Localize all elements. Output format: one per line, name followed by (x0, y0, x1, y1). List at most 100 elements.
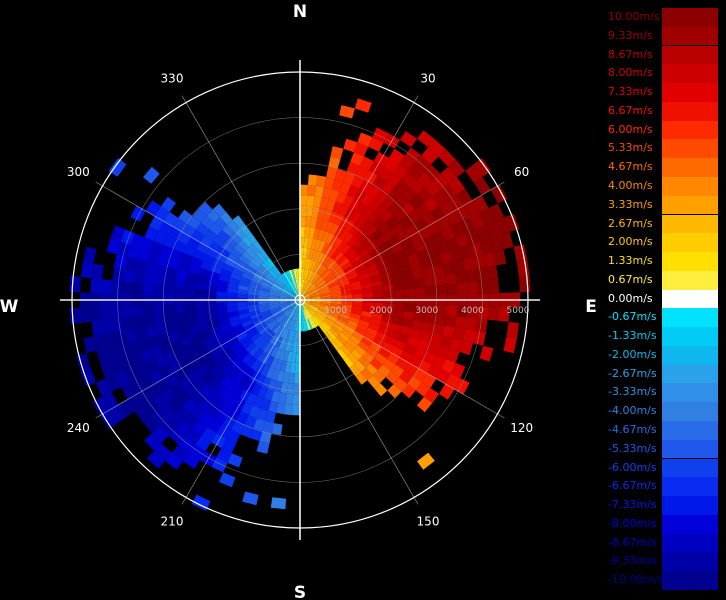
velocity-bin (309, 303, 320, 308)
velocity-bin (519, 275, 531, 293)
velocity-bin (361, 310, 373, 318)
velocity-bin (310, 301, 321, 306)
velocity-bin (349, 223, 361, 236)
velocity-bin (434, 274, 446, 286)
velocity-bin (279, 301, 290, 304)
velocity-bin (305, 308, 313, 318)
velocity-bin (294, 279, 298, 290)
velocity-bin (469, 241, 484, 257)
velocity-bin (442, 261, 455, 275)
velocity-bin (513, 244, 528, 262)
velocity-bin (241, 319, 253, 328)
velocity-bin (310, 293, 321, 298)
velocity-bin (393, 303, 405, 311)
colorbar-entry: -2.00m/s (604, 345, 722, 365)
velocity-bin (341, 304, 353, 310)
velocity-bin (219, 211, 233, 225)
velocity-bin (355, 202, 368, 216)
colorbar-label: 0.00m/s (608, 291, 653, 305)
velocity-bin (324, 274, 335, 283)
velocity-bin (232, 215, 245, 228)
velocity-bin (369, 274, 382, 283)
velocity-bin (343, 356, 354, 368)
velocity-bin (212, 331, 225, 342)
velocity-bin (426, 342, 440, 355)
velocity-bin (185, 428, 202, 445)
velocity-bin (289, 269, 295, 281)
velocity-bin (307, 184, 317, 197)
velocity-bin (195, 222, 210, 236)
velocity-bin (265, 355, 275, 368)
velocity-bin (343, 264, 355, 274)
azimuth-spoke (95, 299, 301, 419)
velocity-bin (262, 313, 273, 321)
velocity-bin (328, 189, 340, 202)
velocity-bin (207, 418, 223, 434)
velocity-bin (372, 285, 384, 293)
velocity-bin (167, 412, 184, 429)
velocity-bin (371, 312, 383, 321)
velocity-bin (221, 438, 236, 454)
velocity-bin (393, 377, 408, 392)
velocity-bin (516, 259, 530, 277)
velocity-bin (91, 263, 104, 280)
velocity-bin (278, 392, 287, 404)
velocity-bin (313, 275, 322, 285)
velocity-bin (253, 254, 264, 265)
velocity-bin (383, 302, 395, 310)
colorbar-swatch (662, 139, 718, 159)
velocity-bin (349, 280, 362, 288)
velocity-bin (209, 222, 223, 236)
velocity-bin (472, 195, 489, 213)
velocity-bin (196, 242, 210, 254)
velocity-bin (389, 267, 402, 278)
velocity-bin (422, 235, 437, 249)
velocity-bin (270, 306, 281, 312)
velocity-bin (363, 258, 376, 268)
velocity-bin (305, 248, 311, 259)
colorbar-label: 3.33m/s (608, 197, 653, 211)
velocity-bin (329, 223, 340, 236)
velocity-bin (195, 289, 207, 297)
velocity-bin (302, 320, 307, 332)
velocity-bin (215, 252, 228, 264)
velocity-bin (347, 235, 359, 248)
velocity-bin (191, 229, 205, 243)
colorbar-entry: 1.33m/s (604, 252, 722, 271)
velocity-bin (399, 216, 413, 230)
velocity-bin (295, 352, 300, 363)
velocity-bin (380, 209, 394, 223)
velocity-bin (462, 329, 476, 344)
velocity-bin (227, 306, 238, 313)
velocity-bin (234, 263, 246, 273)
velocity-bin (220, 322, 232, 332)
velocity-bin (205, 390, 220, 405)
range-ring-label: 4000 (461, 306, 484, 316)
velocity-bin (200, 329, 213, 340)
velocity-bin (200, 235, 214, 248)
velocity-bin (81, 261, 94, 279)
colorbar-label: 6.67m/s (608, 103, 653, 117)
velocity-bin (206, 377, 220, 391)
velocity-bin (218, 274, 231, 283)
velocity-bin (466, 305, 479, 319)
velocity-bin (92, 396, 110, 416)
velocity-bin (133, 316, 146, 330)
velocity-bin (326, 199, 336, 212)
velocity-bin (346, 162, 360, 176)
velocity-bin (116, 343, 131, 359)
velocity-bin (229, 232, 242, 244)
velocity-bin (339, 332, 350, 343)
velocity-bin (436, 216, 451, 231)
colorbar-label: 8.00m/s (608, 66, 653, 80)
velocity-bin (444, 315, 457, 328)
velocity-bin (114, 254, 127, 269)
velocity-bin (294, 310, 298, 321)
velocity-bin (324, 332, 334, 343)
velocity-bin (327, 259, 337, 270)
velocity-bin (448, 177, 466, 195)
velocity-bin (112, 318, 125, 333)
velocity-bin (270, 322, 280, 333)
velocity-bin (381, 277, 393, 286)
velocity-bin (416, 187, 433, 204)
